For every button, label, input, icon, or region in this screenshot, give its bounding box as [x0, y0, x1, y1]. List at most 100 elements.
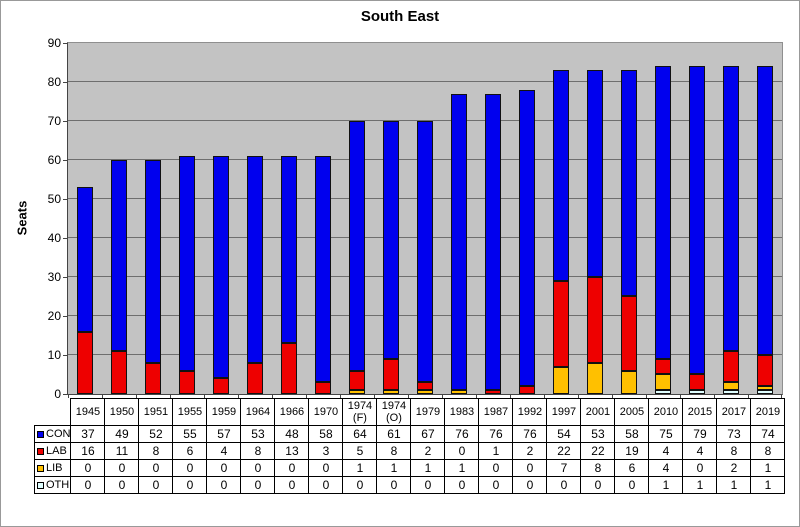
table-value-cell: 54	[546, 425, 582, 443]
table-value-cell: 16	[70, 442, 106, 460]
table-value-cell: 0	[138, 459, 174, 477]
year-label: 1959	[206, 398, 242, 426]
table-value-cell: 0	[206, 459, 242, 477]
table-value-cell: 1	[376, 459, 412, 477]
bar-segment-con	[757, 66, 773, 355]
bar-segment-lib	[553, 367, 569, 394]
bar-segment-oth	[655, 390, 671, 394]
table-value-cell: 53	[240, 425, 276, 443]
table-value-cell: 0	[240, 476, 276, 494]
table-value-cell: 61	[376, 425, 412, 443]
year-label: 1945	[70, 398, 106, 426]
table-value-cell: 2	[512, 442, 548, 460]
table-value-cell: 6	[614, 459, 650, 477]
table-value-cell: 4	[648, 459, 684, 477]
chart-title: South East	[360, 8, 440, 25]
bar-segment-lab	[281, 343, 297, 394]
x-tick-mark	[238, 395, 239, 398]
x-tick-mark	[781, 395, 782, 398]
legend-cell-con: CON	[33, 425, 72, 443]
table-value-cell: 67	[410, 425, 446, 443]
table-value-cell: 1	[478, 442, 514, 460]
x-tick-mark	[408, 395, 409, 398]
bar-segment-lab	[485, 390, 501, 394]
table-value-cell: 0	[70, 459, 106, 477]
year-label: 1987	[478, 398, 514, 426]
table-value-cell: 52	[138, 425, 174, 443]
year-header-row: 1945 1950 1951 1955 1959 1964 1966 1970 1974 (F)…	[35, 398, 786, 426]
table-value-cell: 75	[648, 425, 684, 443]
year-label: 1955	[172, 398, 208, 426]
bar-segment-con	[247, 156, 263, 363]
table-value-cell: 19	[614, 442, 650, 460]
legend-swatch-icon	[37, 481, 44, 489]
y-tick-label: 0	[54, 387, 61, 401]
x-tick-mark	[510, 395, 511, 398]
legend-cell-lib: LIB	[33, 459, 72, 477]
bar-segment-lab	[723, 351, 739, 382]
y-tick-label: 90	[47, 36, 61, 50]
table-value-cell: 1	[648, 476, 684, 494]
year-label: 1950	[104, 398, 140, 426]
table-value-cell: 22	[580, 442, 616, 460]
bar-segment-lib	[451, 390, 467, 394]
table-value-cell: 37	[70, 425, 106, 443]
x-tick-mark	[340, 395, 341, 398]
x-tick-mark	[748, 395, 749, 398]
table-value-cell: 1	[410, 459, 446, 477]
table-value-cell: 0	[444, 442, 480, 460]
bar-segment-con	[485, 94, 501, 390]
table-value-cell: 0	[512, 476, 548, 494]
bar-segment-lab	[247, 363, 263, 394]
bar-segment-con	[553, 70, 569, 281]
year-label: 2005	[614, 398, 650, 426]
table-value-cell: 53	[580, 425, 616, 443]
table-value-cell: 2	[716, 459, 752, 477]
y-tick-label: 80	[47, 75, 61, 89]
table-value-cell: 74	[750, 425, 786, 443]
bar-segment-lib	[757, 386, 773, 390]
y-tick-label: 20	[47, 309, 61, 323]
bar-segment-con	[179, 156, 195, 371]
table-value-cell: 0	[172, 476, 208, 494]
table-value-cell: 0	[410, 476, 446, 494]
bar-segment-lab	[519, 386, 535, 394]
bar-segment-lab	[655, 359, 671, 374]
table-value-cell: 0	[478, 476, 514, 494]
legend-swatch-icon	[37, 464, 44, 472]
y-tick-mark	[63, 199, 67, 200]
table-value-cell: 0	[614, 476, 650, 494]
table-value-cell: 0	[512, 459, 548, 477]
bar-segment-lab	[417, 382, 433, 390]
table-value-cell: 0	[342, 476, 378, 494]
bar-segment-lab	[553, 281, 569, 367]
bar-segment-oth	[723, 390, 739, 394]
x-tick-mark	[646, 395, 647, 398]
table-value-cell: 0	[308, 459, 344, 477]
bar-segment-lab	[349, 371, 365, 390]
table-row-lab: LAB 16 11 8 6 4 8 13 3 5 8 2 0 1 2 22 22 19 4 4 8 8	[33, 442, 786, 460]
year-label: 1966	[274, 398, 310, 426]
table-value-cell: 0	[138, 476, 174, 494]
bar-segment-con	[451, 94, 467, 390]
y-tick-label: 60	[47, 153, 61, 167]
y-tick-mark	[63, 121, 67, 122]
table-value-cell: 8	[376, 442, 412, 460]
bar-segment-con	[655, 66, 671, 359]
x-tick-mark	[714, 395, 715, 398]
bar-segment-lab	[213, 378, 229, 394]
table-corner-cell	[35, 399, 71, 426]
y-tick-mark	[63, 316, 67, 317]
legend-series-name: CON	[46, 428, 71, 440]
table-value-cell: 0	[580, 476, 616, 494]
table-value-cell: 0	[274, 459, 310, 477]
y-axis-title: Seats	[14, 200, 30, 236]
bar-segment-lib	[383, 390, 399, 394]
table-value-cell: 0	[308, 476, 344, 494]
table-value-cell: 1	[444, 459, 480, 477]
table-value-cell: 1	[716, 476, 752, 494]
table-value-cell: 64	[342, 425, 378, 443]
table-value-cell: 4	[682, 442, 718, 460]
x-tick-mark	[374, 395, 375, 398]
x-tick-mark	[204, 395, 205, 398]
